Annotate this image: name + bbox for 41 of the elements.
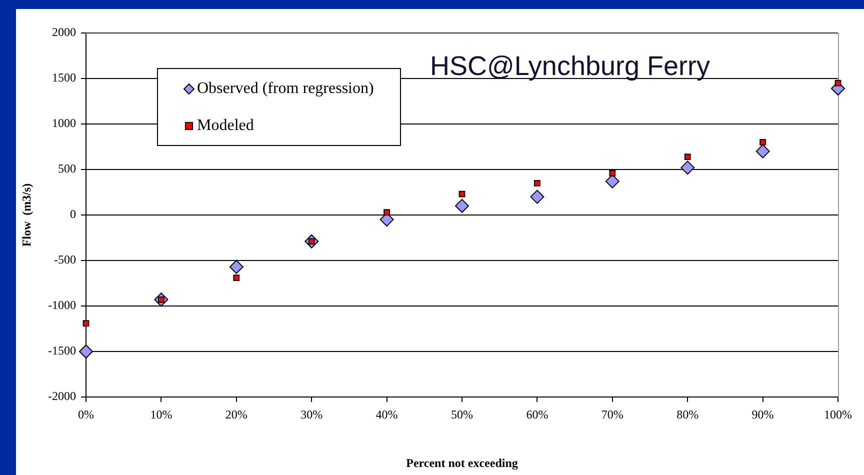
y-tick-label: -500 [54,252,76,267]
point [79,344,93,358]
x-tick-label: 40% [376,407,398,422]
text: HSC@Lynchburg Ferry [430,51,710,81]
point [680,160,695,175]
point [458,190,466,198]
point [82,320,90,326]
point [760,139,766,146]
point [455,198,469,213]
point [756,144,770,158]
x-tick-label: 0% [78,407,94,422]
point [534,180,540,186]
x-tick-label: 70% [601,407,624,422]
point [605,174,620,188]
point [233,274,240,281]
point [684,154,691,160]
point [229,260,244,274]
y-tick-label: 1000 [52,116,76,130]
x-tick-label: 10% [150,407,172,422]
y-tick-label: 1500 [52,70,76,85]
x-tick-label: 90% [752,407,774,422]
x-tick-label: 30% [300,407,323,422]
y-tick-label: -1500 [48,344,76,358]
y-tick-label: -2000 [48,389,76,404]
x-tick-label: 80% [676,407,699,422]
x-tick-label: 20% [225,407,248,422]
y-tick-label: 500 [58,162,76,176]
x-tick-label: 50% [451,407,473,422]
y-tick-label: 2000 [52,25,76,40]
point [384,209,390,216]
x-tick-label: 100% [824,407,852,422]
x-axis-title: Percent not exceeding [406,456,518,470]
y-tick-label: 0 [70,207,76,222]
x-tick-label: 60% [526,407,548,422]
legend-label: Observed (from regression) [197,80,374,98]
point [530,190,544,204]
point [834,80,842,86]
legend-label: Modeled [197,117,254,134]
y-tick-label: -1000 [48,298,76,312]
point [609,170,616,176]
y-axis-title: Flow (m3/s) [19,183,34,247]
